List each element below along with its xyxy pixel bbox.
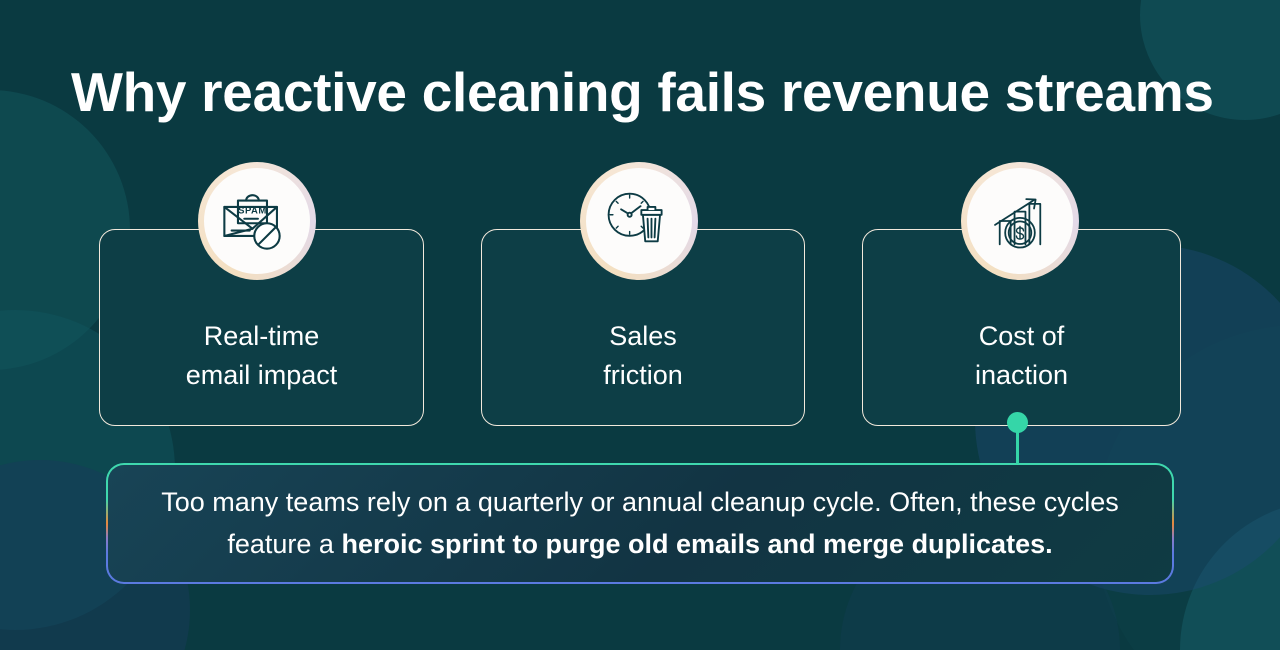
svg-text:SPAM: SPAM bbox=[238, 205, 267, 216]
